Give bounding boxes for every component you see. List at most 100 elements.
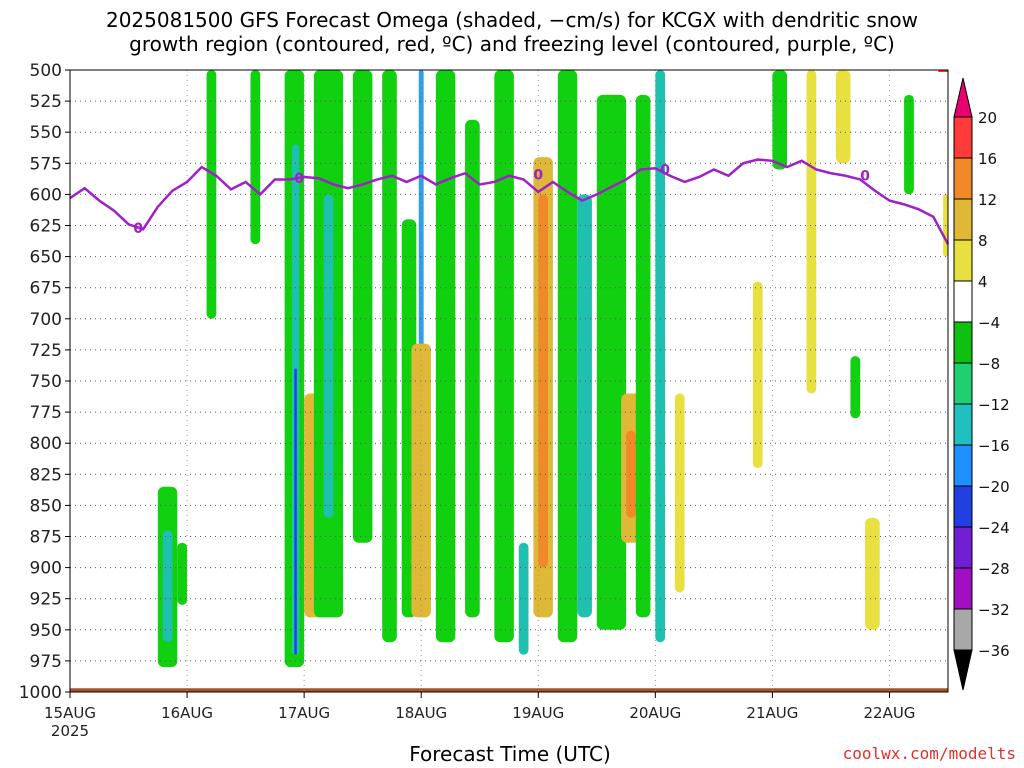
omega-region — [382, 70, 397, 643]
y-tick-label: 875 — [30, 528, 62, 548]
y-tick-label: 900 — [30, 559, 62, 579]
omega-region — [294, 368, 297, 655]
y-tick-label: 850 — [30, 496, 62, 516]
colorbar-box — [953, 526, 973, 569]
omega-region — [162, 530, 173, 643]
colorbar-box — [953, 157, 973, 200]
colorbar-label: −4 — [978, 314, 1000, 332]
colorbar-box — [953, 608, 973, 651]
x-tick-label: 21AUG — [746, 704, 798, 722]
omega-region — [538, 194, 549, 568]
freezing-level-label: 0 — [294, 171, 304, 187]
colorbar-box — [953, 239, 973, 282]
y-tick-label: 650 — [30, 248, 62, 268]
colorbar-box — [953, 403, 973, 446]
contour-lines: 0 0 0 0 0 — [69, 70, 950, 245]
colorbar-label: −36 — [978, 642, 1010, 660]
omega-region — [752, 281, 763, 469]
omega-region — [904, 94, 914, 195]
freezing-level-label: 0 — [533, 167, 543, 183]
terrain-layer — [70, 688, 948, 692]
x-tick-label: 19AUG — [512, 704, 564, 722]
x-tick-label: 17AUG — [278, 704, 330, 722]
colorbar-label: −28 — [978, 560, 1010, 578]
omega-region — [177, 542, 188, 605]
omega-region — [806, 70, 817, 394]
colorbar-box — [953, 362, 973, 405]
y-tick-label: 525 — [30, 92, 62, 112]
omega-region — [635, 94, 651, 618]
x-tick-label: 15AUG — [44, 704, 96, 722]
colorbar-box — [953, 198, 973, 241]
omega-region — [323, 194, 334, 518]
chart-title-line2: growth region (contoured, red, ºC) and f… — [129, 32, 895, 56]
freezing-level-label: 0 — [660, 163, 670, 179]
x-axis-title: Forecast Time (UTC) — [409, 742, 611, 766]
omega-shading-layer — [157, 70, 948, 668]
colorbar-label: 16 — [978, 150, 997, 168]
omega-region — [772, 70, 788, 170]
colorbar-label: 4 — [978, 273, 988, 291]
y-tick-label: 825 — [30, 465, 62, 485]
y-tick-label: 925 — [30, 590, 62, 610]
colorbar-label: −20 — [978, 478, 1010, 496]
y-tick-label: 500 — [30, 61, 62, 81]
x-tick-sublabel: 2025 — [51, 722, 89, 740]
omega-region — [577, 194, 592, 618]
omega-region — [465, 119, 480, 618]
x-tick-label: 18AUG — [395, 704, 447, 722]
omega-region — [850, 356, 861, 419]
omega-region — [865, 517, 880, 630]
colorbar-label: −12 — [978, 396, 1010, 414]
colorbar-label: 8 — [978, 232, 988, 250]
y-tick-label: 800 — [30, 434, 62, 454]
y-tick-label: 600 — [30, 185, 62, 205]
omega-region — [674, 393, 685, 593]
y-tick-label: 700 — [30, 310, 62, 330]
colorbar-label: −8 — [978, 355, 1000, 373]
colorbar-box — [953, 116, 973, 159]
colorbar-label: −24 — [978, 519, 1010, 537]
colorbar-box — [953, 321, 973, 364]
y-tick-label: 675 — [30, 279, 62, 299]
credit-link[interactable]: coolwx.com/modelts — [842, 744, 1016, 763]
omega-region — [835, 70, 851, 164]
y-tick-label: 1000 — [19, 683, 62, 703]
colorbar-label: −16 — [978, 437, 1010, 455]
omega-region — [352, 70, 373, 543]
colorbar-box — [953, 485, 973, 528]
chart-title-line1: 2025081500 GFS Forecast Omega (shaded, −… — [105, 8, 919, 32]
colorbar-label: 12 — [978, 191, 997, 209]
omega-region — [518, 542, 529, 655]
freezing-level-label: 0 — [133, 221, 143, 237]
x-tick-label: 20AUG — [629, 704, 681, 722]
y-tick-label: 775 — [30, 403, 62, 423]
y-tick-label: 550 — [30, 123, 62, 143]
terrain-band — [70, 688, 948, 692]
omega-region — [557, 70, 578, 643]
freezing-level-label: 0 — [860, 169, 870, 185]
colorbar-label: 20 — [978, 109, 997, 127]
freezing-level-line — [69, 158, 950, 245]
omega-region — [596, 94, 627, 630]
colorbar: 20 16 12 8 4 −4 −8 −12 −16 −20 −24 −28 −32 −36 — [953, 77, 1010, 691]
omega-region — [250, 70, 261, 245]
omega-region — [494, 70, 514, 643]
colorbar-box — [953, 280, 973, 323]
y-tick-label: 725 — [30, 341, 62, 361]
colorbar-box — [953, 444, 973, 487]
x-tick-label: 22AUG — [863, 704, 915, 722]
omega-region — [435, 70, 456, 643]
x-tick-label: 16AUG — [161, 704, 213, 722]
y-tick-label: 975 — [30, 652, 62, 672]
y-tick-label: 950 — [30, 621, 62, 641]
colorbar-box — [953, 567, 973, 610]
colorbar-label: −32 — [978, 601, 1010, 619]
y-axis-ticks: 500 525 550 575 600 625 650 675 700 725 750 775 800 8… — [19, 61, 70, 703]
y-tick-label: 625 — [30, 217, 62, 237]
omega-region — [206, 70, 217, 319]
omega-region — [655, 70, 666, 643]
gridlines — [70, 70, 948, 692]
